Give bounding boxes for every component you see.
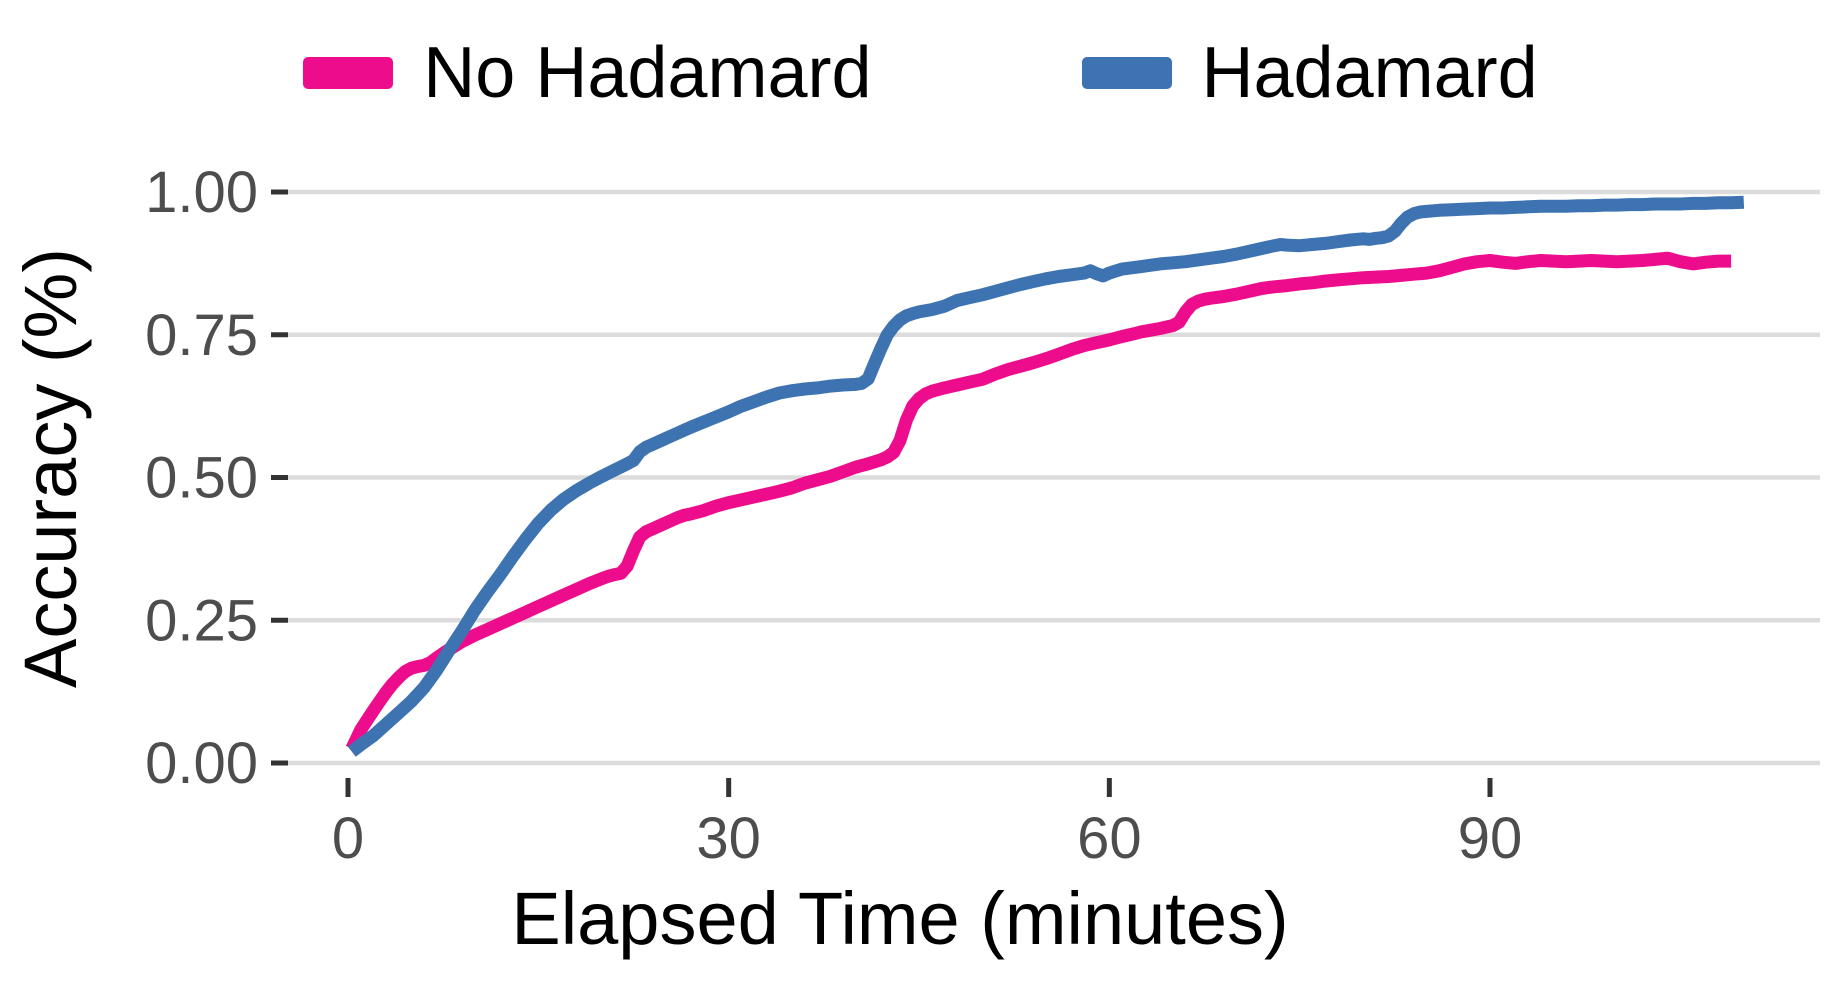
legend-label-no-hadamard: No Hadamard: [423, 33, 872, 113]
legend-label-hadamard: Hadamard: [1201, 33, 1538, 113]
y-tick-label: 1.00: [145, 160, 258, 225]
y-tick-label: 0.75: [145, 303, 258, 368]
y-tick-label: 0.00: [145, 731, 258, 796]
series-line-no-hadamard: [345, 251, 1732, 752]
y-tick-label: 0.25: [145, 588, 258, 653]
x-axis-title: Elapsed Time (minutes): [511, 877, 1289, 960]
x-tick-label: 0: [332, 806, 364, 871]
y-tick-label: 0.50: [145, 446, 258, 511]
x-tick-label: 90: [1458, 806, 1523, 871]
legend-item-hadamard: Hadamard: [1081, 33, 1538, 113]
x-tick-label: 60: [1077, 806, 1142, 871]
hadamard-line-key-icon: [1081, 57, 1172, 89]
series-line-hadamard: [347, 195, 1745, 757]
y-axis-title: Accuracy (%): [9, 248, 92, 688]
no-hadamard-line-key-icon: [303, 57, 394, 89]
legend: No Hadamard Hadamard: [0, 28, 1841, 118]
x-tick-label: 30: [696, 806, 761, 871]
legend-item-no-hadamard: No Hadamard: [303, 33, 872, 113]
